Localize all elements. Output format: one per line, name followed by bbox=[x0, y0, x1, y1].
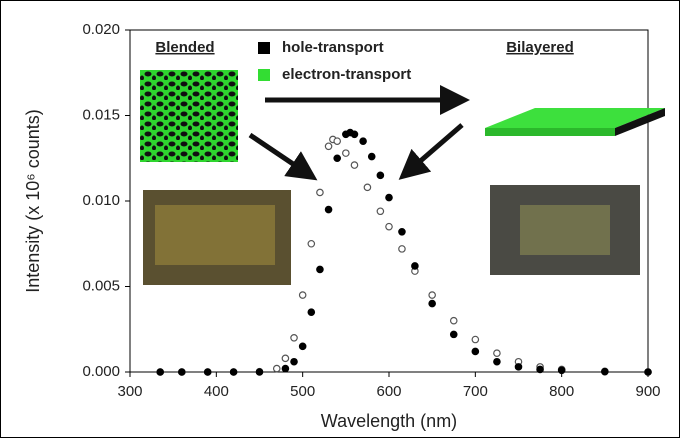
photo-detail bbox=[155, 205, 275, 265]
data-point bbox=[299, 343, 305, 349]
data-point bbox=[308, 241, 314, 247]
x-tick-label: 800 bbox=[549, 383, 574, 400]
data-point bbox=[386, 194, 392, 200]
x-tick-label: 700 bbox=[463, 383, 488, 400]
data-point bbox=[299, 292, 305, 298]
data-point bbox=[179, 369, 185, 375]
blended-image bbox=[140, 70, 238, 162]
x-tick-label: 300 bbox=[117, 383, 142, 400]
data-point bbox=[429, 300, 435, 306]
data-point bbox=[515, 364, 521, 370]
data-point bbox=[282, 365, 288, 371]
data-point bbox=[494, 359, 500, 365]
data-point bbox=[472, 348, 478, 354]
data-point bbox=[364, 184, 370, 190]
data-point bbox=[645, 369, 651, 375]
legend-swatch bbox=[258, 42, 270, 54]
data-point bbox=[602, 368, 608, 374]
data-point bbox=[429, 292, 435, 298]
data-point bbox=[291, 359, 297, 365]
x-tick-label: 400 bbox=[204, 383, 229, 400]
data-point bbox=[351, 131, 357, 137]
annotation: Bilayered bbox=[506, 39, 574, 56]
data-point bbox=[537, 366, 543, 372]
legend-label: hole-transport bbox=[282, 39, 384, 56]
data-point bbox=[256, 369, 262, 375]
data-point bbox=[205, 369, 211, 375]
chart: Blended Bilayered Intensity (x 10⁶ count… bbox=[0, 0, 680, 438]
data-point bbox=[157, 369, 163, 375]
data-point bbox=[451, 318, 457, 324]
annotation: Blended bbox=[155, 39, 214, 56]
data-point bbox=[377, 208, 383, 214]
data-point bbox=[386, 223, 392, 229]
x-axis-label: Wavelength (nm) bbox=[321, 411, 457, 431]
data-point bbox=[230, 369, 236, 375]
data-point bbox=[494, 350, 500, 356]
legend-swatch bbox=[258, 69, 270, 81]
data-point bbox=[360, 138, 366, 144]
photo-detail bbox=[520, 205, 610, 255]
x-tick-label: 600 bbox=[376, 383, 401, 400]
data-point bbox=[325, 143, 331, 149]
data-point bbox=[369, 153, 375, 159]
data-point bbox=[377, 172, 383, 178]
data-point bbox=[325, 206, 331, 212]
data-point bbox=[558, 367, 564, 373]
y-tick-label: 0.005 bbox=[82, 277, 120, 294]
arrow bbox=[250, 135, 305, 172]
data-point bbox=[282, 355, 288, 361]
data-point bbox=[472, 336, 478, 342]
x-tick-label: 500 bbox=[290, 383, 315, 400]
y-tick-label: 0.015 bbox=[82, 106, 120, 123]
y-axis-label: Intensity (x 10⁶ counts) bbox=[23, 109, 43, 293]
data-point bbox=[291, 335, 297, 341]
y-tick-label: 0.000 bbox=[82, 363, 120, 380]
y-tick-label: 0.020 bbox=[82, 21, 120, 38]
data-point bbox=[451, 331, 457, 337]
legend-label: electron-transport bbox=[282, 66, 411, 83]
data-point bbox=[343, 150, 349, 156]
data-point bbox=[317, 189, 323, 195]
arrow bbox=[410, 125, 462, 170]
data-point bbox=[412, 263, 418, 269]
x-tick-label: 900 bbox=[635, 383, 660, 400]
data-point bbox=[308, 309, 314, 315]
data-point bbox=[399, 246, 405, 252]
data-point bbox=[334, 155, 340, 161]
insets bbox=[140, 70, 665, 285]
y-tick-label: 0.010 bbox=[82, 192, 120, 209]
bilayer-front bbox=[485, 128, 615, 136]
data-point bbox=[334, 138, 340, 144]
data-point bbox=[317, 266, 323, 272]
data-point bbox=[274, 365, 280, 371]
data-point bbox=[351, 162, 357, 168]
data-point bbox=[399, 229, 405, 235]
